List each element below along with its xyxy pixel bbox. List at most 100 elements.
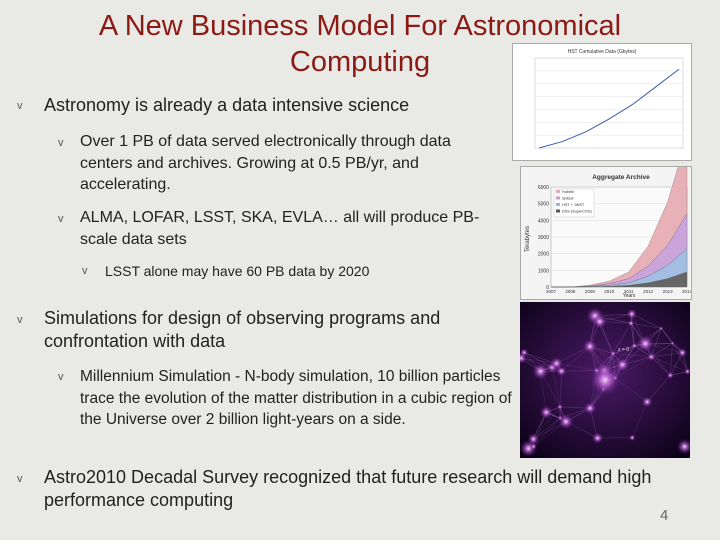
simulation-halo xyxy=(676,438,690,455)
chart1-plot-area xyxy=(534,57,684,149)
chart2-xtick-label: 2011 xyxy=(624,289,634,294)
simulation-halo xyxy=(626,308,638,320)
chart2-legend-label: HST + JWST xyxy=(562,203,585,207)
chart2-legend xyxy=(553,188,595,218)
chart2-legend-swatch xyxy=(556,190,560,193)
simulation-filament xyxy=(651,356,688,372)
simulation-halo xyxy=(615,357,630,372)
simulation-halo xyxy=(592,314,608,330)
bullet-icon: v xyxy=(82,265,88,277)
simulation-halo xyxy=(659,326,664,331)
simulation-filament xyxy=(561,370,597,372)
chart2-xtick-label: 2013 xyxy=(663,289,674,294)
simulation-filament xyxy=(630,322,662,329)
bullet-icon: v xyxy=(58,213,64,225)
simulation-filament xyxy=(651,352,683,358)
simulation-filament xyxy=(660,328,673,344)
simulation-filament xyxy=(612,323,632,354)
simulation-halo xyxy=(610,350,616,357)
simulation-halo xyxy=(539,405,554,420)
chart2-xtick-label: 2009 xyxy=(585,289,596,294)
bullet-icon: v xyxy=(17,314,23,326)
bullet-2-1: Millennium Simulation - N-body simulatio… xyxy=(80,368,512,428)
aggregate-archive-chart-svg: Aggregate Archive Terabytes Years 0 1000 2… xyxy=(525,167,691,299)
hst-data-chart: HST Cumulative Data (Gbytes) xyxy=(512,43,692,161)
chart2-legend-swatch xyxy=(556,196,560,200)
simulation-filament xyxy=(631,401,648,438)
bullet-1-2-1: LSST alone may have 60 PB data by 2020 xyxy=(105,263,370,279)
simulation-filament xyxy=(630,323,635,346)
simulation-halo xyxy=(583,401,597,415)
chart2-xtick-label: 2014 xyxy=(682,289,691,294)
chart2-legend-label: DSS (SuperCOS) xyxy=(562,210,592,214)
simulation-filament xyxy=(551,367,561,407)
bullet-1-2: ALMA, LOFAR, LSST, SKA, EVLA… all will p… xyxy=(80,209,480,248)
simulation-halo xyxy=(641,396,653,408)
simulation-halo xyxy=(520,352,528,365)
chart2-ytick-label: 0 xyxy=(546,285,549,291)
simulation-filament xyxy=(660,328,683,353)
chart2-legend-swatch xyxy=(556,209,560,213)
simulation-filament xyxy=(612,353,652,358)
simulation-halo xyxy=(636,334,655,353)
chart2-xtick-label: 2010 xyxy=(604,289,615,294)
simulation-filament xyxy=(672,343,688,372)
chart2-legend-label: Hubble xyxy=(562,190,574,194)
simulation-filament xyxy=(631,313,662,329)
simulation-halo xyxy=(591,432,604,445)
simulation-halo xyxy=(684,368,690,375)
aggregate-archive-chart: Aggregate Archive Terabytes Years 0 1000 2… xyxy=(520,166,692,300)
simulation-halo xyxy=(588,363,622,397)
simulation-filament xyxy=(651,328,662,357)
simulation-halo xyxy=(647,352,656,362)
millennium-simulation-image: z = 0 xyxy=(520,302,690,458)
simulation-filament xyxy=(559,371,562,407)
chart2-ytick-label: 5000 xyxy=(538,202,549,208)
simulation-halo xyxy=(557,413,574,430)
bullet-icon: v xyxy=(58,371,64,383)
simulation-halo xyxy=(670,341,675,346)
chart2-legend-label: Spitzer xyxy=(562,197,575,201)
bullet-1: Astronomy is already a data intensive sc… xyxy=(44,95,410,115)
chart2-title: Aggregate Archive xyxy=(592,174,650,181)
bullet-3: Astro2010 Decadal Survey recognized that… xyxy=(44,467,652,510)
simulation-caption: z = 0 xyxy=(618,347,629,353)
chart2-xtick-label: 2008 xyxy=(565,289,576,294)
chart2-legend-swatch xyxy=(556,203,560,206)
simulation-filament xyxy=(533,406,561,440)
chart2-ytick-label: 1000 xyxy=(538,268,549,274)
simulation-filament xyxy=(669,343,673,376)
bullet-2: Simulations for design of observing prog… xyxy=(44,308,441,351)
simulation-halo xyxy=(549,356,564,371)
simulation-halo xyxy=(628,434,636,442)
simulation-halo xyxy=(582,338,598,354)
bullet-icon: v xyxy=(17,473,23,485)
chart2-series-area xyxy=(551,271,688,288)
bullet-icon: v xyxy=(17,100,23,112)
chart2-xtick-label: 2012 xyxy=(643,289,654,294)
simulation-halo xyxy=(631,342,638,349)
simulation-halo xyxy=(530,442,538,451)
bullet-icon: v xyxy=(58,137,64,149)
simulation-halo xyxy=(666,371,674,379)
chart2-xlabel: Years xyxy=(623,293,636,299)
simulation-render: z = 0 xyxy=(520,302,690,458)
simulation-halo xyxy=(531,362,550,380)
chart2-ytick-label: 4000 xyxy=(538,218,549,224)
simulation-filament xyxy=(615,356,652,379)
bullet-1-1: Over 1 PB of data served electronically … xyxy=(80,133,451,193)
chart2-ytick-label: 6000 xyxy=(538,185,549,191)
page-number: 4 xyxy=(660,507,669,524)
simulation-filament xyxy=(646,375,671,403)
slide-title: A New Business Model For Astronomical Co… xyxy=(98,10,622,78)
chart2-ytick-label: 2000 xyxy=(538,252,549,258)
simulation-halo xyxy=(677,347,688,358)
simulation-halo xyxy=(627,319,635,327)
hst-data-chart-svg: HST Cumulative Data (Gbytes) xyxy=(534,49,684,149)
simulation-filament xyxy=(556,363,597,371)
simulation-halo xyxy=(557,403,563,410)
simulation-filament xyxy=(651,356,671,376)
chart2-ytick-label: 3000 xyxy=(538,235,549,241)
chart1-title: HST Cumulative Data (Gbytes) xyxy=(568,49,637,55)
simulation-filament xyxy=(612,345,635,354)
